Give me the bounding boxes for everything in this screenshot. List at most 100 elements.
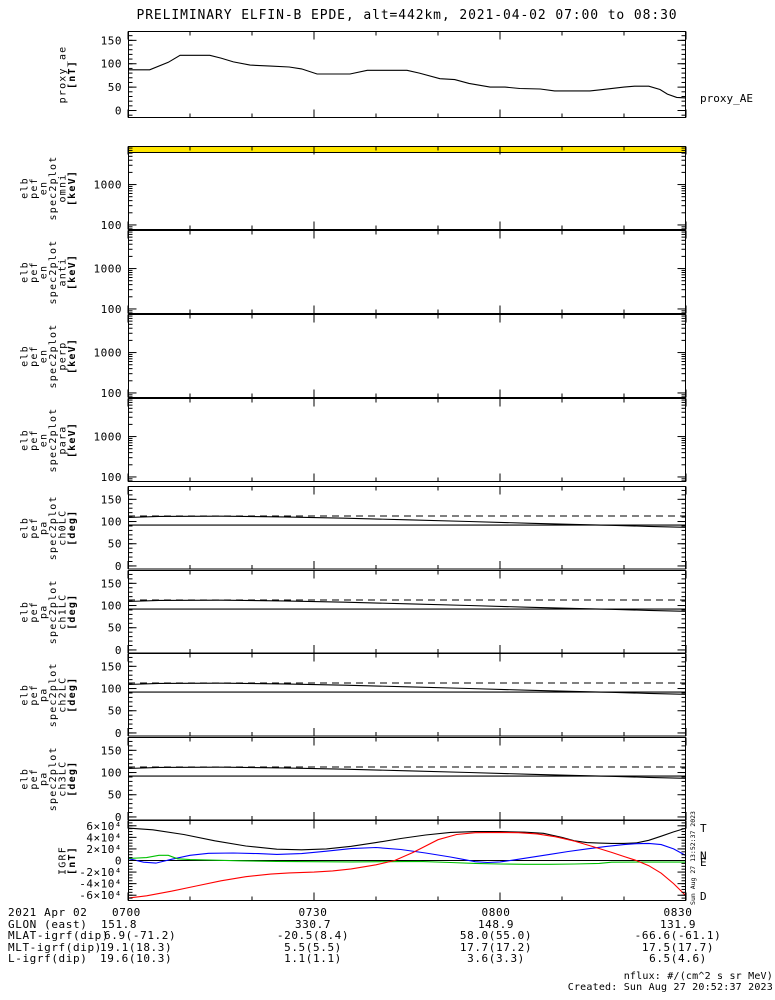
y-axis-title-line: para bbox=[58, 426, 69, 455]
y-axis-title-line: pa bbox=[39, 521, 50, 535]
y-tick-label: 0 bbox=[115, 643, 122, 656]
y-axis-title-line: pa bbox=[39, 604, 50, 618]
y-tick-label: -6×10⁴ bbox=[79, 889, 122, 902]
y-tick-label: 100 bbox=[101, 516, 122, 529]
panel-border bbox=[128, 314, 686, 398]
y-axis-title-line: [deg] bbox=[67, 510, 78, 546]
y-tick-label: 50 bbox=[108, 788, 122, 801]
y-axis-title-line: spec2plot bbox=[48, 746, 59, 811]
y-axis-title-line: en bbox=[39, 265, 50, 279]
saturated-spectrogram-bar bbox=[128, 146, 686, 152]
y-tick-label: 150 bbox=[101, 660, 122, 673]
y-axis-title-line: en bbox=[39, 349, 50, 363]
axis-label-row: MLT-igrf(dip) 19.1(18.3) 5.5(5.5) 17.7(17.2… bbox=[0, 940, 775, 954]
y-axis-title-line: elb bbox=[20, 429, 31, 451]
y-axis-title-line: en bbox=[39, 433, 50, 447]
panel-border bbox=[128, 736, 686, 820]
axis-label-value: -20.5(8.4) bbox=[276, 929, 350, 943]
axis-label-value: 58.0(55.0) bbox=[459, 929, 533, 943]
panel-border bbox=[128, 398, 686, 482]
y-tick-label: 6×10⁴ bbox=[86, 820, 122, 833]
y-axis-title-line: pef bbox=[29, 261, 40, 283]
panel-border bbox=[128, 146, 686, 230]
y-axis-title-line: spec2plot bbox=[48, 408, 59, 473]
y-tick-label: 100 bbox=[101, 766, 122, 779]
axis-label-name: MLT-igrf(dip) bbox=[8, 940, 102, 954]
series-T bbox=[127, 827, 687, 851]
y-axis-title-line: [deg] bbox=[67, 760, 78, 796]
side-timestamp-text: Sun Aug 27 13:52:37 2023 bbox=[689, 811, 697, 905]
y-tick-label: 0 bbox=[115, 727, 122, 740]
axis-label-value: 6.9(-71.2) bbox=[104, 929, 177, 943]
panel-border bbox=[128, 569, 686, 653]
axis-label-value: 0800 bbox=[481, 906, 511, 919]
y-axis-title-line: spec2plot bbox=[48, 662, 59, 727]
axis-label-value: 3.6(3.3) bbox=[467, 952, 525, 966]
y-axis-title-line: ch1LC bbox=[58, 593, 69, 629]
y-axis-title-line: ch3LC bbox=[58, 760, 69, 796]
y-axis-title-line: perp bbox=[58, 342, 69, 371]
y-tick-label: 100 bbox=[101, 303, 122, 316]
axis-label-name: GLON (east) bbox=[8, 917, 88, 931]
panel-border bbox=[128, 31, 686, 118]
y-axis-title-line: [keV] bbox=[67, 170, 78, 206]
y-axis-title-line: anti bbox=[58, 258, 69, 287]
axis-label-name: L-igrf(dip) bbox=[8, 952, 88, 966]
axis-label-value: 0700 bbox=[112, 906, 141, 919]
axis-label-value: -66.6(-61.1) bbox=[634, 929, 722, 943]
y-tick-label: -4×10⁴ bbox=[79, 878, 122, 891]
y-axis-title-line: [deg] bbox=[67, 593, 78, 629]
y-axis-title-line: elb bbox=[20, 261, 31, 283]
axis-label-value: 0730 bbox=[298, 906, 328, 919]
footer: nflux: #/(cm^2 s sr MeV) Created: Sun Au… bbox=[568, 971, 773, 993]
series-proxy_AE bbox=[128, 54, 687, 99]
axis-label-value: 17.7(17.2) bbox=[459, 940, 533, 954]
y-axis-title-line: pef bbox=[29, 684, 40, 706]
y-axis-title-line: pef bbox=[29, 767, 40, 789]
y-axis-title-line: spec2plot bbox=[48, 240, 59, 305]
y-axis-title-line: elb bbox=[20, 767, 31, 789]
y-tick-label: 100 bbox=[101, 387, 122, 400]
y-tick-label: 4×10⁴ bbox=[86, 831, 122, 844]
y-axis-title-line: spec2plot bbox=[48, 324, 59, 389]
y-axis-title-line: proxy_ae bbox=[58, 46, 69, 104]
y-tick-label: 50 bbox=[108, 538, 122, 551]
y-tick-label: 100 bbox=[101, 471, 122, 484]
axis-label-row: MLAT-igrf(dip) 6.9(-71.2) -20.5(8.4) 58.0(5… bbox=[0, 929, 775, 943]
axis-label-value: 6.5(4.6) bbox=[649, 952, 707, 966]
y-axis-title-line: [deg] bbox=[67, 677, 78, 713]
y-tick-label: 1000 bbox=[94, 263, 123, 276]
y-axis-title-line: pef bbox=[29, 600, 40, 622]
y-tick-label: 50 bbox=[108, 621, 122, 634]
y-axis-title-line: IGRF bbox=[58, 846, 69, 875]
y-axis-title-line: pef bbox=[29, 517, 40, 539]
axis-label-value: 0830 bbox=[663, 906, 693, 919]
panel-border bbox=[128, 230, 686, 314]
axis-label-value: 17.5(17.7) bbox=[641, 940, 715, 954]
y-tick-label: 0 bbox=[115, 560, 122, 573]
y-tick-label: 100 bbox=[101, 58, 122, 71]
y-tick-label: 50 bbox=[108, 81, 122, 94]
y-axis-title-line: ch2LC bbox=[58, 677, 69, 713]
axis-label-value: 1.1(1.1) bbox=[284, 952, 342, 966]
y-tick-label: -2×10⁴ bbox=[79, 866, 122, 879]
y-tick-label: 50 bbox=[108, 705, 122, 718]
panel-border bbox=[128, 486, 686, 570]
axis-label-value: 19.6(10.3) bbox=[100, 952, 173, 966]
series-label-N: N bbox=[700, 850, 707, 863]
y-tick-label: 1000 bbox=[94, 431, 123, 444]
y-axis-title-line: [keV] bbox=[67, 338, 78, 374]
axis-label-value: 5.5(5.5) bbox=[284, 940, 342, 954]
axis-label-value: 151.8 bbox=[101, 917, 138, 931]
axis-label-value: 148.9 bbox=[477, 917, 515, 931]
y-axis-title-line: [nT] bbox=[67, 846, 78, 875]
y-axis-title-line: pef bbox=[29, 429, 40, 451]
